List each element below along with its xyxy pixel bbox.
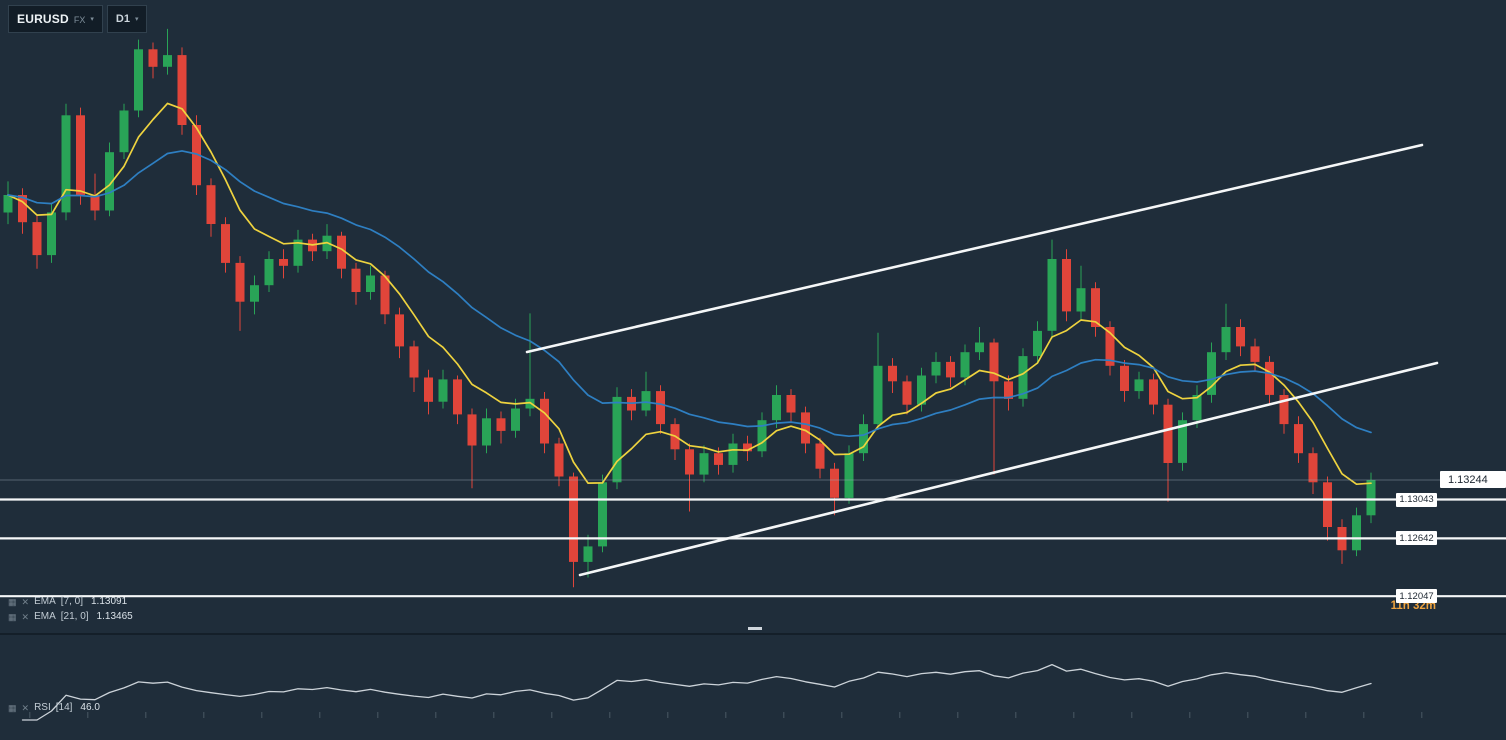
rsi-legend: ▦ ✕ RSI [14] 46.0	[8, 702, 100, 713]
ema-21-line[interactable]	[7, 150, 1372, 438]
candles-layer[interactable]	[3, 28, 1376, 588]
indicator-close-icon[interactable]: ✕	[21, 611, 30, 622]
indicator-close-icon[interactable]: ✕	[21, 596, 30, 607]
symbol-label: EURUSD	[17, 12, 69, 26]
pane-resize-handle[interactable]	[748, 627, 762, 630]
indicator-value: 46.0	[80, 702, 100, 713]
market-type-label: FX	[73, 14, 86, 25]
indicator-params: [21, 0]	[60, 611, 89, 622]
indicator-name: RSI	[34, 702, 51, 713]
indicator-value: 1.13091	[90, 596, 128, 607]
ema-7-line[interactable]	[7, 102, 1372, 486]
ema7-legend: ▦ ✕ EMA [7, 0] 1.13091	[8, 596, 127, 607]
indicator-params: [7, 0]	[60, 596, 83, 607]
timeframe-label: D1	[115, 13, 130, 25]
trendline-1[interactable]	[525, 143, 1424, 354]
indicator-name: EMA	[34, 596, 56, 607]
timeframe-selector[interactable]: D1 ▾	[106, 5, 148, 33]
indicator-name: EMA	[34, 611, 56, 622]
chevron-down-icon: ▾	[90, 16, 94, 23]
price-level-label: 1.12047	[1396, 589, 1437, 604]
price-level-label: 1.12642	[1396, 531, 1437, 546]
indicator-settings-icon[interactable]: ▦	[8, 596, 17, 607]
rsi-line	[21, 663, 1372, 721]
chart-toolbar: EURUSD FX ▾ D1 ▾	[8, 5, 148, 33]
current-price-badge: 1.13244	[1440, 471, 1506, 488]
trendline-2[interactable]	[578, 361, 1439, 577]
indicator-settings-icon[interactable]: ▦	[8, 702, 17, 713]
chevron-down-icon: ▾	[134, 16, 139, 23]
ema21-legend: ▦ ✕ EMA [21, 0] 1.13465	[8, 611, 133, 622]
symbol-selector[interactable]: EURUSD FX ▾	[8, 5, 103, 33]
indicator-settings-icon[interactable]: ▦	[8, 611, 17, 622]
time-axis-ticks	[29, 712, 1423, 718]
indicator-close-icon[interactable]: ✕	[21, 702, 30, 713]
price-level-label: 1.13043	[1396, 492, 1437, 507]
indicator-params: [14]	[55, 702, 73, 713]
indicator-value: 1.13465	[96, 611, 133, 622]
